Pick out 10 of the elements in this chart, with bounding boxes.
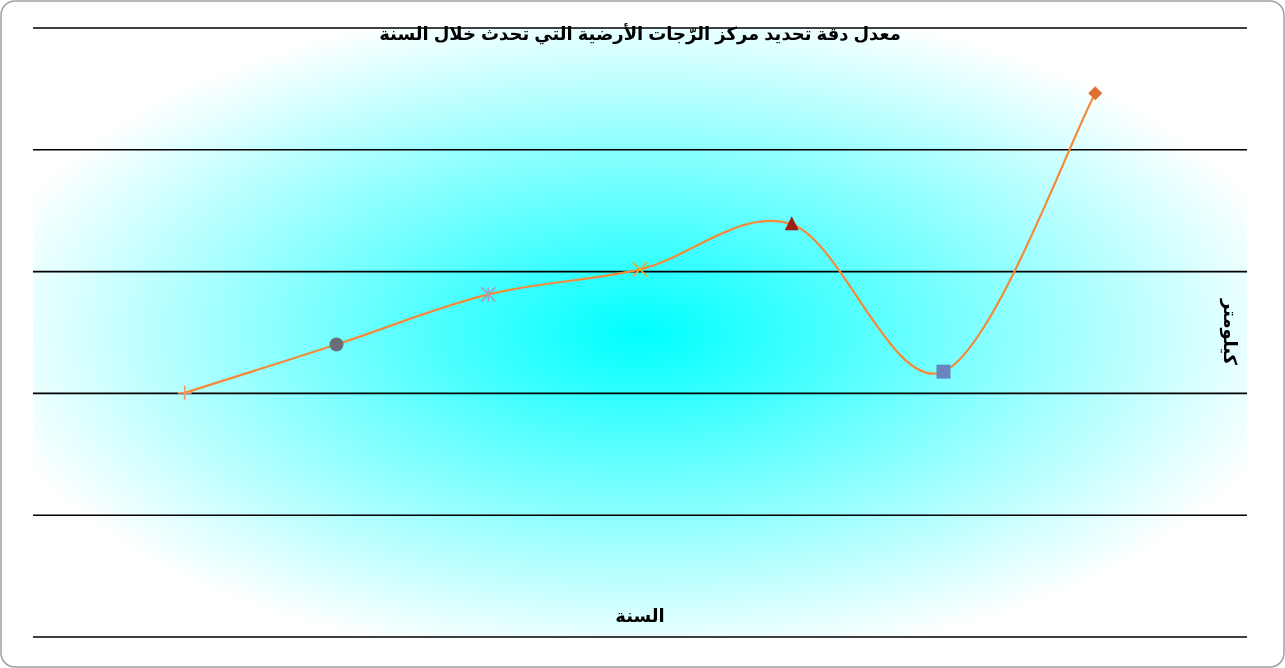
point bbox=[632, 261, 648, 278]
point bbox=[176, 384, 193, 401]
point bbox=[936, 364, 951, 379]
point bbox=[784, 216, 799, 231]
point bbox=[480, 286, 497, 303]
point bbox=[329, 337, 344, 352]
y-axis-title: كيلومتر bbox=[1219, 297, 1240, 366]
chart-title: معدل دقة تحديد مركز الرّجات الأرضية التي تحدث خلال السنة bbox=[379, 23, 901, 45]
point bbox=[1088, 86, 1103, 101]
x-axis-title: السنة bbox=[615, 606, 665, 626]
